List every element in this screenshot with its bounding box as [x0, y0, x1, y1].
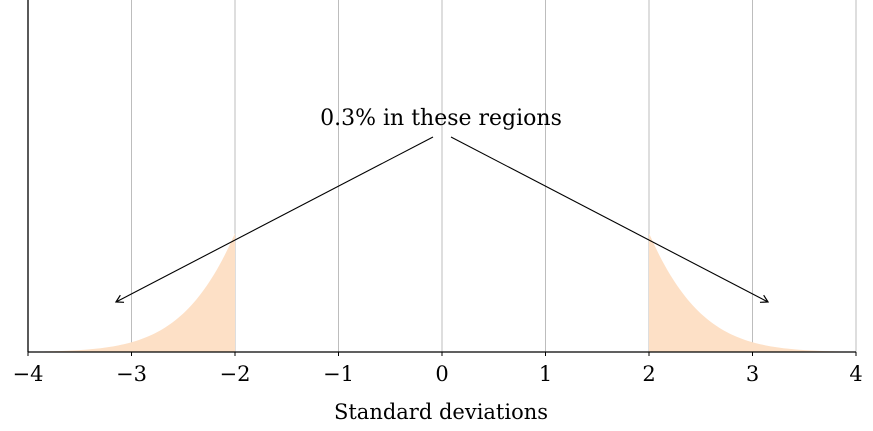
- annotation: 0.3% in these regions: [114, 106, 770, 303]
- annotation-text: 0.3% in these regions: [320, 106, 562, 131]
- x-axis-label: Standard deviations: [334, 400, 548, 424]
- x-tick-label: 0: [435, 362, 448, 386]
- x-tick-labels: −4 −3 −2 −1 0 1 2 3 4: [13, 352, 863, 386]
- x-tick-label: 4: [849, 362, 862, 386]
- annotation-arrow: [450, 136, 770, 303]
- x-tick-label: −3: [116, 362, 147, 386]
- x-tick-label: −1: [323, 362, 354, 386]
- shaded-region: [28, 233, 235, 352]
- annotation-arrow: [114, 136, 434, 303]
- shaded-regions: [28, 233, 856, 352]
- x-tick-label: −4: [13, 362, 44, 386]
- grid-lines: [131, 0, 857, 352]
- shaded-region: [649, 233, 856, 352]
- x-tick-label: −2: [220, 362, 251, 386]
- x-tick-label: 1: [539, 362, 552, 386]
- x-tick-label: 2: [642, 362, 655, 386]
- x-tick-label: 3: [746, 362, 759, 386]
